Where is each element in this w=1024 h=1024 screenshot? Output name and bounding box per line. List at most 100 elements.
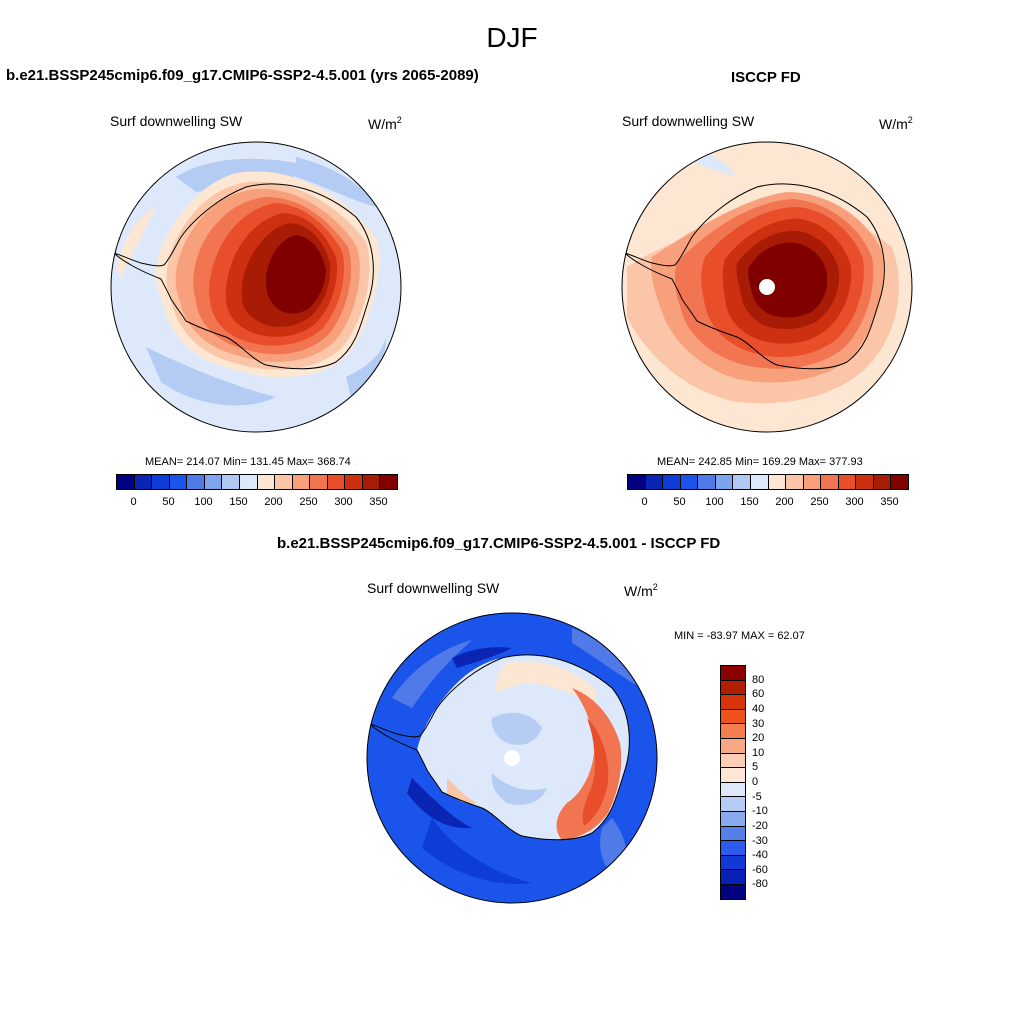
colorbar-swatch <box>856 475 874 489</box>
colorbar-swatch <box>721 724 745 739</box>
colorbar-tick-label: 0 <box>752 776 759 788</box>
colorbar-swatch <box>362 475 381 489</box>
colorbar-swatch <box>645 475 664 489</box>
colorbar-tick-label: 0 <box>130 496 137 508</box>
diff-colorbar-ticks: 80 60 40 30 20 10 5 0 -5 -10 -20 -30 -40 -60 -80 <box>752 665 792 899</box>
colorbar-swatch <box>768 475 787 489</box>
colorbar-tick-label: 250 <box>810 496 829 508</box>
colorbar-swatch <box>891 475 908 489</box>
colorbar-swatch <box>345 475 363 489</box>
diff-panel-title: b.e21.BSSP245cmip6.f09_g17.CMIP6-SSP2-4.… <box>277 535 721 552</box>
colorbar-tick-label: 50 <box>673 496 686 508</box>
colorbar-swatch <box>786 475 804 489</box>
diff-stats: MIN = -83.97 MAX = 62.07 <box>674 630 805 642</box>
colorbar-swatch <box>715 475 734 489</box>
colorbar-tick-label: 20 <box>752 732 765 745</box>
model-colorbar-ticks: 0 50 100 150 200 250 300 350 <box>116 496 396 510</box>
obs-polar-map <box>621 141 913 433</box>
colorbar-tick-label: 100 <box>194 496 213 508</box>
colorbar-swatch <box>721 884 745 899</box>
colorbar-tick-label: 350 <box>369 496 388 508</box>
colorbar-tick-label: 150 <box>229 496 248 508</box>
colorbar-swatch <box>327 475 346 489</box>
obs-variable-label: Surf downwelling SW <box>622 113 755 129</box>
colorbar-tick-label: -10 <box>752 805 768 818</box>
colorbar-swatch <box>380 475 397 489</box>
colorbar-tick-label: 40 <box>752 702 765 715</box>
colorbar-swatch <box>204 475 223 489</box>
colorbar-swatch <box>750 475 769 489</box>
colorbar-swatch <box>821 475 839 489</box>
colorbar-swatch <box>721 768 745 783</box>
colorbar-swatch <box>257 475 276 489</box>
colorbar-tick-label: 30 <box>752 717 765 730</box>
colorbar-swatch <box>721 870 745 885</box>
model-panel-title: b.e21.BSSP245cmip6.f09_g17.CMIP6-SSP2-4.… <box>6 67 479 84</box>
colorbar-swatch <box>187 475 205 489</box>
colorbar-swatch <box>628 475 646 489</box>
diff-variable-label: Surf downwelling SW <box>367 580 500 596</box>
season-title: DJF <box>486 22 538 53</box>
colorbar-swatch <box>117 475 135 489</box>
colorbar-tick-label: 300 <box>334 496 353 508</box>
colorbar-tick-label: -20 <box>752 819 768 832</box>
colorbar-tick-label: 100 <box>705 496 724 508</box>
colorbar-swatch <box>292 475 311 489</box>
colorbar-swatch <box>733 475 751 489</box>
colorbar-swatch <box>721 666 745 681</box>
colorbar-swatch <box>169 475 188 489</box>
colorbar-tick-label: 200 <box>264 496 283 508</box>
colorbar-tick-label: 0 <box>641 496 648 508</box>
colorbar-tick-label: 200 <box>775 496 794 508</box>
colorbar-swatch <box>721 797 745 812</box>
colorbar-swatch <box>721 695 745 710</box>
colorbar-swatch <box>152 475 170 489</box>
colorbar-swatch <box>134 475 153 489</box>
model-stats: MEAN= 214.07 Min= 131.45 Max= 368.74 <box>145 456 351 468</box>
diff-units-label: W/m2 <box>624 582 658 599</box>
colorbar-tick-label: -40 <box>752 849 768 862</box>
colorbar-tick-label: 50 <box>162 496 175 508</box>
obs-units-label: W/m2 <box>879 115 913 132</box>
colorbar-swatch <box>721 738 745 754</box>
colorbar-tick-label: 60 <box>752 688 765 701</box>
colorbar-tick-label: 150 <box>740 496 759 508</box>
colorbar-swatch <box>838 475 857 489</box>
colorbar-swatch <box>680 475 699 489</box>
colorbar-swatch <box>721 709 745 725</box>
colorbar-tick-label: -60 <box>752 863 768 876</box>
colorbar-swatch <box>721 680 745 696</box>
colorbar-tick-label: -30 <box>752 834 768 847</box>
colorbar-swatch <box>721 753 745 769</box>
colorbar-tick-label: -5 <box>752 790 762 803</box>
model-polar-map <box>110 141 402 433</box>
obs-colorbar <box>627 474 909 490</box>
colorbar-swatch <box>721 826 745 842</box>
colorbar-tick-label: 10 <box>752 746 765 759</box>
colorbar-tick-label: 80 <box>752 673 765 686</box>
model-units-label: W/m2 <box>368 115 402 132</box>
colorbar-tick-label: -80 <box>752 878 768 891</box>
diff-colorbar <box>720 665 746 900</box>
colorbar-swatch <box>721 782 745 798</box>
colorbar-tick-label: 5 <box>752 761 759 774</box>
colorbar-tick-label: 250 <box>299 496 318 508</box>
colorbar-swatch <box>275 475 293 489</box>
colorbar-swatch <box>698 475 716 489</box>
colorbar-swatch <box>239 475 258 489</box>
obs-stats: MEAN= 242.85 Min= 169.29 Max= 377.93 <box>657 456 863 468</box>
obs-panel-title: ISCCP FD <box>731 69 801 86</box>
model-variable-label: Surf downwelling SW <box>110 113 243 129</box>
model-colorbar <box>116 474 398 490</box>
diff-polar-map <box>366 612 658 904</box>
colorbar-swatch <box>310 475 328 489</box>
colorbar-tick-label: 350 <box>880 496 899 508</box>
colorbar-swatch <box>803 475 822 489</box>
colorbar-swatch <box>873 475 892 489</box>
colorbar-tick-label: 300 <box>845 496 864 508</box>
colorbar-swatch <box>721 811 745 827</box>
colorbar-swatch <box>721 841 745 856</box>
colorbar-swatch <box>663 475 681 489</box>
colorbar-swatch <box>222 475 240 489</box>
colorbar-swatch <box>721 855 745 871</box>
